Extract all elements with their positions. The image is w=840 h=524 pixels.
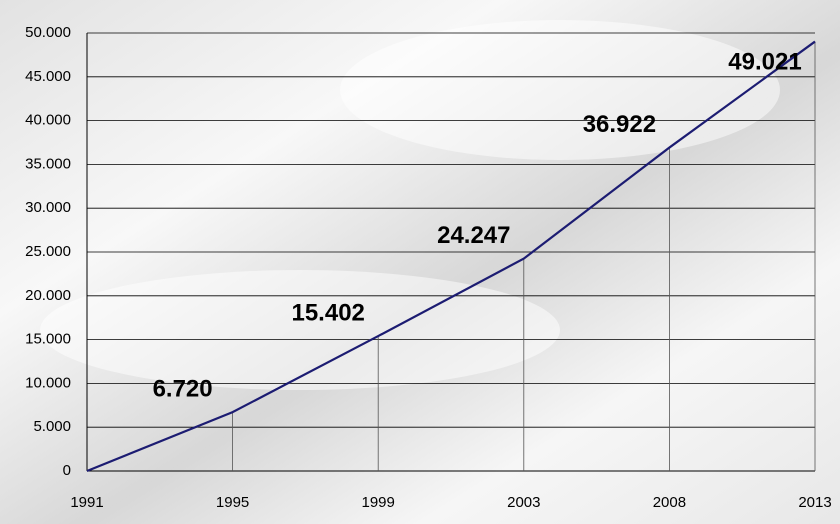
y-tick-label: 20.000: [25, 287, 71, 304]
y-tick-label: 35.000: [25, 155, 71, 172]
y-tick-label: 50.000: [25, 24, 71, 41]
y-tick-label: 25.000: [25, 243, 71, 260]
value-label: 15.402: [291, 299, 364, 326]
y-tick-label: 5.000: [33, 418, 71, 435]
value-label: 49.021: [728, 48, 801, 75]
x-tick-label: 1999: [362, 494, 395, 511]
value-label: 6.720: [153, 375, 213, 402]
x-tick-label: 1991: [70, 494, 103, 511]
y-tick-label: 30.000: [25, 199, 71, 216]
value-label: 36.922: [583, 111, 656, 138]
y-tick-label: 15.000: [25, 331, 71, 348]
background-shape: [40, 270, 560, 390]
x-tick-label: 1995: [216, 494, 249, 511]
y-tick-label: 10.000: [25, 374, 71, 391]
y-tick-label: 45.000: [25, 68, 71, 85]
x-tick-label: 2008: [653, 494, 686, 511]
data-line: [86, 40, 816, 473]
y-tick-label: 40.000: [25, 112, 71, 129]
background-shape: [340, 20, 780, 160]
value-label: 24.247: [437, 222, 510, 249]
x-tick-label: 2013: [798, 494, 831, 511]
y-tick-label: 0: [63, 462, 71, 479]
x-tick-label: 2003: [507, 494, 540, 511]
